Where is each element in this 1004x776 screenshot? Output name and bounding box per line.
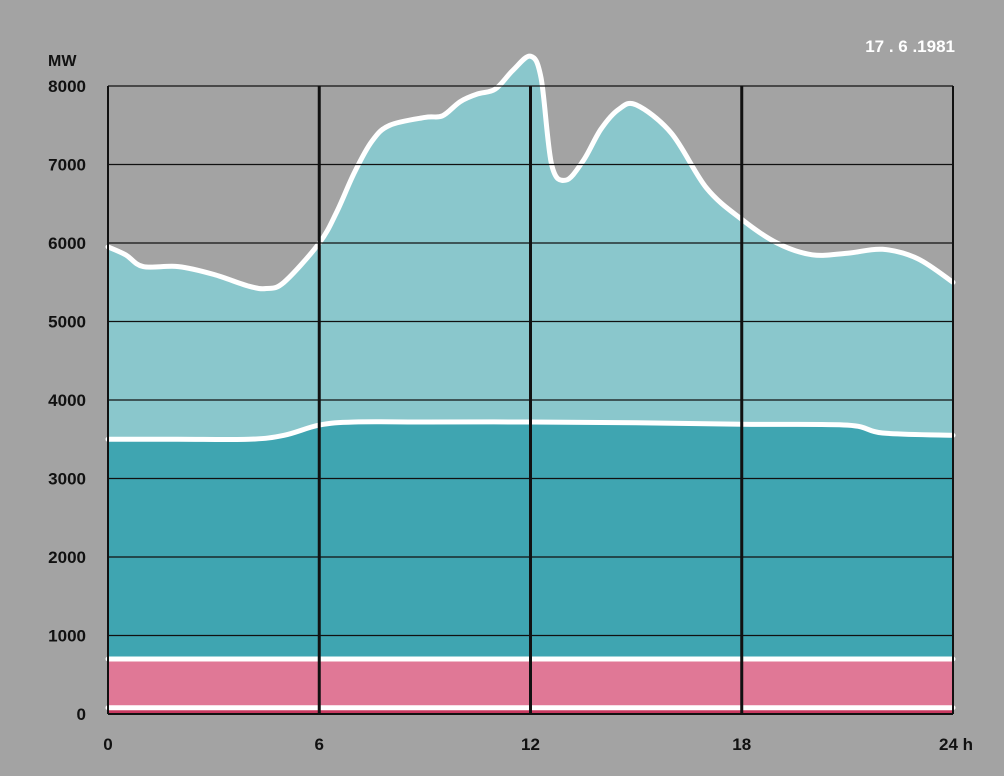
- x-tick-label-24: 24 h: [939, 735, 973, 754]
- y-tick-label-6000: 6000: [48, 234, 86, 253]
- y-tick-label-5000: 5000: [48, 313, 86, 332]
- y-tick-label-7000: 7000: [48, 156, 86, 175]
- y-tick-label-4000: 4000: [48, 391, 86, 410]
- y-tick-label-8000: 8000: [48, 77, 86, 96]
- grid-lines: [107, 85, 954, 715]
- x-tick-label-18: 18: [732, 735, 751, 754]
- tick-labels: 0 1000 2000 3000 4000 5000 6000 7000 8000 0 6 12 18 2…: [48, 77, 973, 754]
- x-tick-label-0: 0: [103, 735, 112, 754]
- y-unit-label: MW: [48, 53, 77, 70]
- x-tick-label-12: 12: [521, 735, 540, 754]
- x-tick-label-6: 6: [315, 735, 324, 754]
- y-tick-label-2000: 2000: [48, 548, 86, 567]
- y-tick-label-3000: 3000: [48, 470, 86, 489]
- date-label: 17 . 6 .1981: [865, 37, 955, 56]
- y-tick-label-1000: 1000: [48, 627, 86, 646]
- middle-band-boundary-line: [105, 419, 956, 443]
- y-tick-label-0: 0: [77, 705, 86, 724]
